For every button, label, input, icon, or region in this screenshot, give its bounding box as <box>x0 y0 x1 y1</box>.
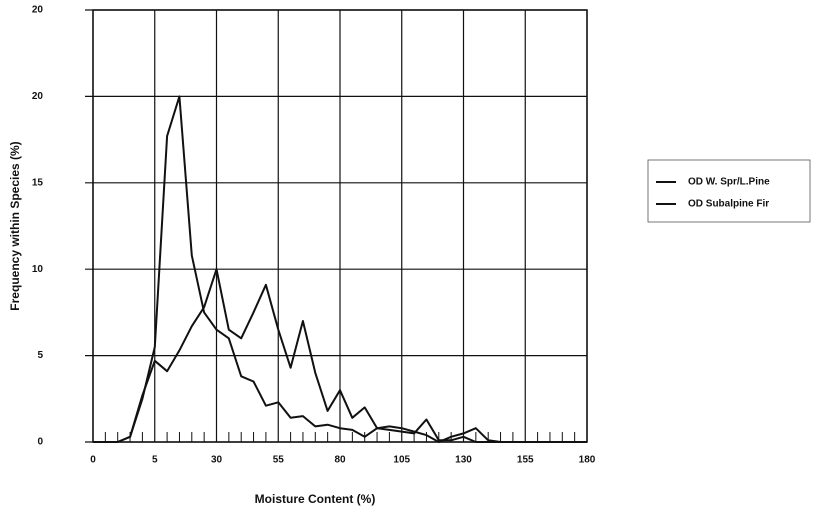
x-axis-label: Moisture Content (%) <box>255 492 376 506</box>
series-line <box>93 268 587 443</box>
y-tick-label: 20 <box>32 5 44 16</box>
x-tick-label: 80 <box>334 455 346 466</box>
x-tick-label: 130 <box>455 455 472 466</box>
y-tick-label: 0 <box>37 437 43 448</box>
y-tick-label: 5 <box>37 350 43 361</box>
x-tick-label: 5 <box>152 455 158 466</box>
legend-label: OD Subalpine Fir <box>688 199 769 210</box>
y-tick-label: 10 <box>32 264 44 275</box>
y-tick-label: 15 <box>32 177 44 188</box>
x-tick-label: 105 <box>393 455 410 466</box>
legend-label: OD W. Spr/L.Pine <box>688 177 770 188</box>
x-tick-label: 30 <box>211 455 223 466</box>
y-tick-label: 20 <box>32 91 44 102</box>
x-tick-label: 155 <box>517 455 534 466</box>
x-tick-label: 55 <box>273 455 285 466</box>
y-axis-label: Frequency within Species (%) <box>8 141 22 310</box>
x-tick-label: 0 <box>90 455 96 466</box>
x-tick-label: 180 <box>579 455 596 466</box>
legend-box <box>647 159 811 223</box>
plot-border <box>92 9 588 443</box>
